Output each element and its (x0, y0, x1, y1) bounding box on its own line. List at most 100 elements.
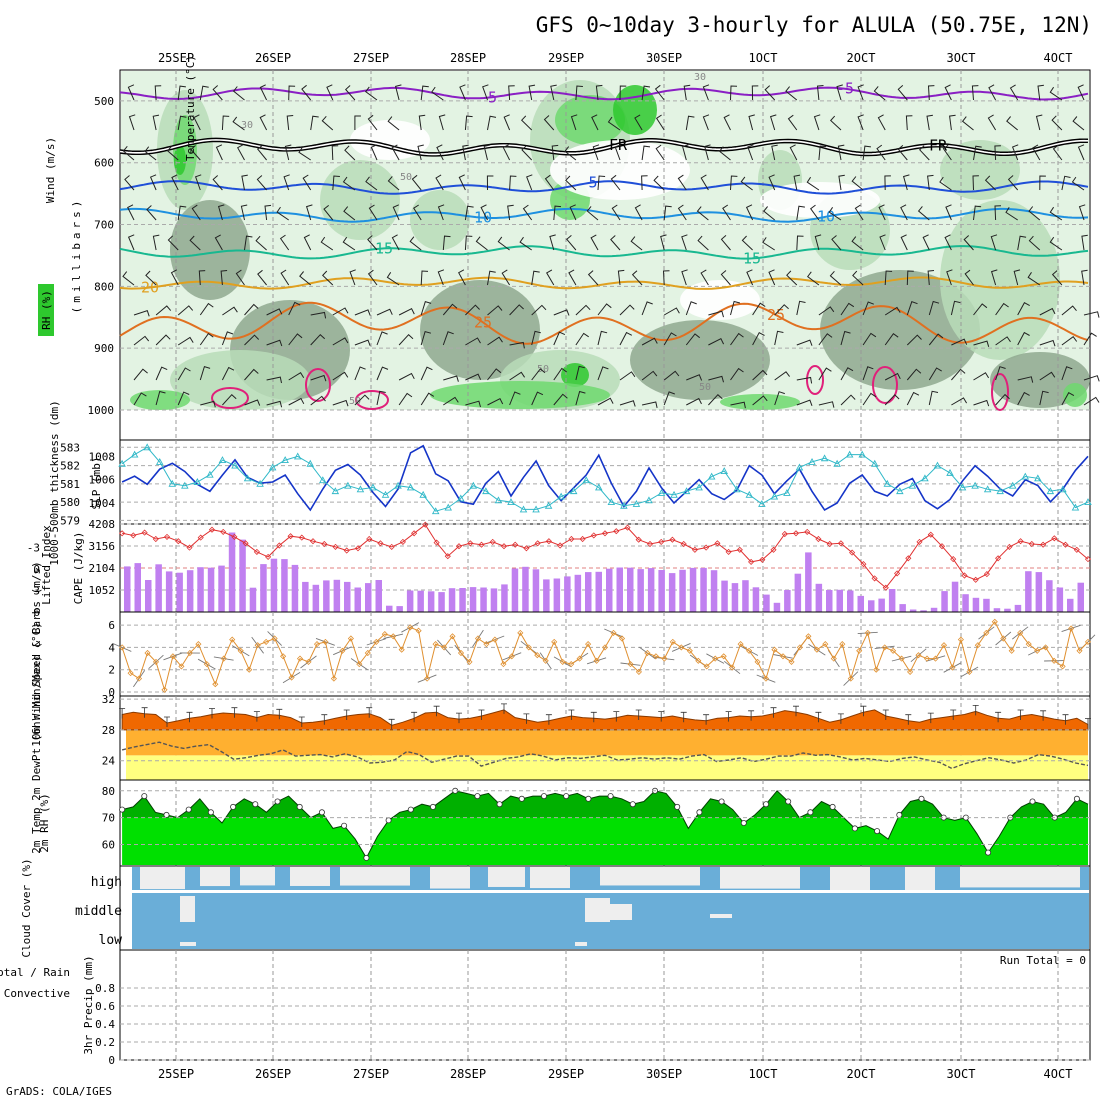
thickness-point (996, 487, 1004, 495)
wind-barb (702, 114, 710, 131)
cape-bar (406, 590, 414, 612)
wind-barb (828, 207, 842, 221)
wind-barb (392, 204, 400, 221)
wind-speed-point (940, 642, 948, 649)
wind-barb (1061, 392, 1075, 406)
lifted-index-point (624, 524, 631, 531)
wind-barb (575, 365, 586, 381)
wind-barb (521, 145, 533, 161)
cape-bar (186, 570, 194, 612)
wind-speed-point (339, 647, 346, 654)
bottom-date-label: 26SEP (255, 1067, 291, 1081)
lifted-index-point (815, 535, 822, 543)
thickness-point (707, 472, 716, 480)
wind-barb (973, 145, 982, 161)
wind-barb (973, 372, 990, 381)
wind-barb (413, 204, 422, 221)
thickness-point (620, 501, 628, 509)
wind-barb (752, 302, 766, 316)
wind-barb (796, 399, 813, 406)
wind-speed-point (610, 629, 617, 636)
wind-barb (398, 372, 415, 381)
dewpoint-line (121, 741, 1089, 770)
wind-barb (302, 174, 312, 191)
wind-speed-point (474, 635, 482, 642)
lifted-index-point (725, 548, 732, 555)
wind-barb (854, 204, 864, 221)
thickness-point (293, 452, 302, 460)
wind-tick-label: 6 (108, 619, 115, 632)
wind-barb (961, 116, 974, 131)
rh2m-panel: 80 70 60 2m RH (%) (38, 779, 1091, 867)
rh2m-point (496, 801, 503, 808)
upper-air-panel: -5 -5 FR FR 5 10 10 15 15 20 25 25 30 50 30 50 50 50 500 6… (38, 55, 1100, 441)
wind-barb (376, 308, 393, 316)
wind-barb (762, 237, 775, 251)
lifted-index-cape-panel: 4208 3156 2104 1052 -3 0 3 6 Lifted Index CAPE … (27, 518, 1092, 619)
wind-barb (244, 368, 259, 381)
precip-convective-label: Convective (4, 987, 70, 1000)
rh2m-line (121, 790, 1089, 859)
isotherm-label: FR (929, 136, 948, 154)
lifted-index-point (781, 530, 788, 538)
lifted-index-point (265, 553, 272, 560)
wind-barb (465, 337, 481, 346)
wind-barb (617, 269, 625, 286)
wind-speed-point (907, 668, 914, 675)
wind-barb (310, 115, 319, 131)
wind-barb (575, 85, 583, 101)
wind-speed-point (805, 633, 812, 640)
wind-barb (520, 115, 533, 131)
thickness-point (281, 456, 289, 464)
lifted-index-point (635, 536, 642, 543)
cape-bar (124, 566, 131, 612)
middle-cloud-gap (180, 942, 196, 946)
rh2m-point (563, 793, 570, 800)
wind-barb (789, 144, 798, 161)
wind-barb (398, 392, 413, 406)
lifted-index-point (792, 530, 800, 537)
top-date-label: 25SEP (158, 51, 194, 65)
cape-bar (627, 567, 634, 612)
wind-barb (745, 204, 754, 221)
wind-barb (610, 174, 621, 191)
thickness-point (745, 490, 754, 498)
rh2m-point (607, 793, 614, 800)
cape-bar (145, 580, 152, 612)
wind-barb (288, 301, 301, 316)
wind-barb (942, 144, 952, 161)
wind-speed-point (779, 653, 787, 660)
temperature-range-bar (366, 707, 373, 718)
wind-speed-point (585, 641, 592, 648)
temperature-tick-label: 32 (102, 693, 115, 706)
rh2m-point (429, 803, 436, 810)
thickness-point (193, 478, 202, 485)
wind-speed-point (915, 652, 922, 659)
wind-barb (365, 176, 378, 191)
upper-air-wind-barbs (122, 84, 1100, 409)
wind-barb (988, 84, 997, 101)
cape-bar (375, 580, 382, 612)
pressure-tick-label: 500 (94, 95, 114, 108)
wind-barb (551, 144, 559, 161)
lifted-index-point (927, 531, 934, 538)
wind-barb (264, 204, 272, 221)
slp-line (121, 444, 1089, 512)
temperature-band (126, 729, 1088, 756)
thickness-point (381, 490, 390, 498)
temperature-range-bar (298, 716, 305, 727)
isotherm-30-loop (305, 368, 331, 402)
wind-barb (1037, 84, 1044, 101)
wind-barb (508, 85, 515, 101)
wind-barb (1061, 366, 1073, 381)
top-date-label: 27SEP (353, 51, 389, 65)
rh-cell (130, 390, 190, 410)
rh2m-point (585, 795, 592, 802)
temperature-range-bar (523, 713, 530, 724)
wind-barb (133, 335, 150, 346)
rh-cell (1063, 383, 1087, 407)
wind-barb (768, 269, 776, 286)
wind-barb (862, 301, 874, 316)
wind-barb (641, 370, 658, 381)
